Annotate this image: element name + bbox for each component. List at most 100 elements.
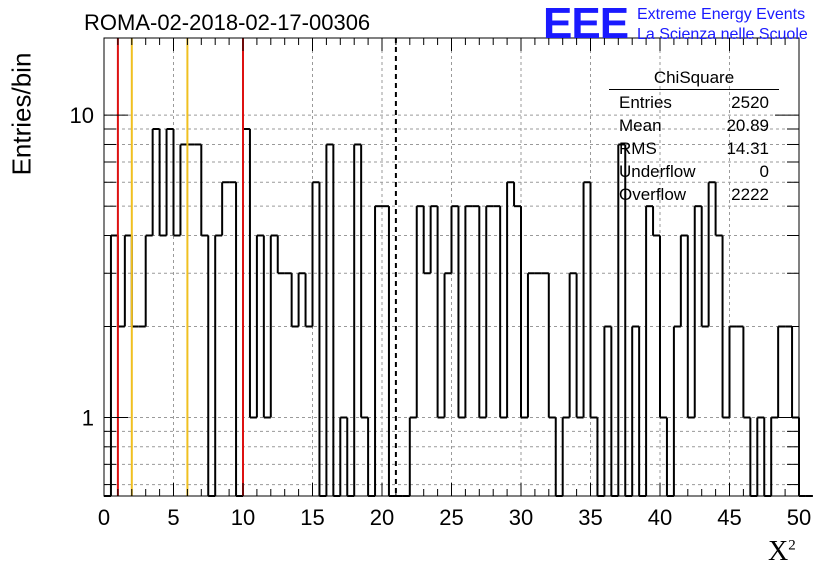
x-tick-label: 5	[167, 505, 179, 530]
y-tick-label: 1	[82, 406, 94, 431]
x-axis-label-sup: 2	[788, 537, 796, 554]
histogram-bar	[791, 326, 799, 419]
histogram-bar	[526, 272, 535, 418]
histogram-bar	[631, 325, 640, 496]
histogram-bar	[318, 182, 327, 497]
histogram-bar	[450, 205, 459, 274]
histogram-bar	[756, 416, 765, 496]
x-axis-label: X2	[768, 536, 796, 568]
histogram-bar	[478, 206, 487, 419]
histogram-bar	[610, 326, 619, 497]
x-tick-label: 40	[648, 505, 672, 530]
stats-box: ChiSquare Entries 2520 Mean 20.89 RMS 14…	[609, 68, 779, 206]
histogram-bar	[464, 205, 473, 418]
histogram-bar	[645, 205, 654, 496]
histogram-bar	[311, 181, 320, 327]
stats-label: Entries	[619, 93, 672, 112]
x-tick-label: 50	[787, 505, 811, 530]
logo-line-2: La Scienza nelle Scuole	[637, 26, 808, 43]
stats-row-overflow: Overflow 2222	[609, 183, 779, 206]
axis-ticks: 0 5 10 15 20 25 30 35 40 45 50 1 10	[70, 38, 811, 530]
histogram-bar	[269, 234, 278, 418]
chart-title: ROMA-02-2018-02-17-00306	[84, 10, 371, 35]
histogram-bar	[700, 206, 709, 328]
y-axis-label: Entries/bin	[6, 52, 37, 176]
histogram-bar	[443, 272, 452, 418]
logo-mark: EEE	[543, 0, 629, 48]
stats-value: 2520	[731, 93, 769, 112]
histogram-bar	[248, 129, 257, 419]
histogram-bar	[617, 143, 626, 496]
histogram-bar	[179, 143, 188, 236]
histogram-bar	[415, 205, 424, 418]
histogram-bar	[561, 416, 570, 496]
histogram-bar	[422, 206, 431, 275]
histogram-bar	[679, 234, 688, 327]
histogram-bar	[339, 416, 348, 496]
histogram-bar	[332, 144, 341, 497]
stats-value: 20.89	[726, 116, 769, 135]
stats-label: Overflow	[619, 185, 687, 204]
histogram-bar	[499, 206, 508, 419]
histogram-bar	[742, 326, 751, 419]
histogram-bar	[436, 206, 445, 419]
histogram-bar	[262, 235, 271, 419]
histogram-bar	[589, 182, 598, 419]
histogram-bar	[707, 181, 716, 327]
histogram-bar	[575, 273, 584, 419]
logo-line-1: Extreme Energy Events	[637, 6, 806, 23]
histogram-bar	[325, 143, 334, 496]
histogram-bar	[728, 325, 737, 418]
histogram-bar	[721, 235, 730, 419]
histogram-bar	[242, 128, 250, 496]
histogram-bar	[214, 234, 223, 496]
histogram-bar	[777, 325, 786, 418]
stats-label: RMS	[619, 139, 657, 158]
histogram-bar	[276, 235, 285, 275]
histogram-bar	[513, 182, 521, 208]
histogram-bar	[290, 273, 299, 328]
stats-value: 14.31	[726, 139, 769, 158]
histogram-bar	[408, 416, 417, 496]
histogram-bar	[207, 235, 216, 497]
y-tick-label: 10	[70, 103, 94, 128]
stats-label: Underflow	[619, 162, 696, 181]
histogram-bar	[130, 235, 139, 328]
stats-value: 2222	[731, 185, 769, 204]
histogram-bar	[297, 272, 306, 327]
histogram-bar	[387, 206, 396, 497]
histogram-bar	[638, 326, 647, 497]
histogram-bar	[547, 273, 556, 419]
histogram-bar	[304, 273, 313, 328]
histogram-bar	[151, 128, 160, 236]
stats-row-entries: Entries 2520	[609, 91, 779, 114]
histogram-bar	[109, 234, 118, 496]
histogram-bar	[172, 129, 181, 237]
histogram-bar	[485, 205, 494, 418]
stats-row-underflow: Underflow 0	[609, 160, 779, 183]
x-tick-label: 10	[231, 505, 255, 530]
x-tick-label: 15	[300, 505, 324, 530]
histogram-bar	[798, 417, 806, 497]
stats-title: ChiSquare	[609, 68, 779, 90]
histogram-bar	[116, 235, 125, 328]
histogram-bar	[520, 206, 528, 419]
histogram-bar	[506, 181, 515, 418]
x-axis-label-text: X	[768, 536, 789, 567]
histogram-bar	[693, 205, 702, 418]
histogram-bar	[360, 144, 369, 419]
histogram-bar	[374, 205, 382, 496]
histogram-bar	[200, 144, 209, 237]
histogram-bar	[582, 181, 591, 418]
histogram-bar	[652, 206, 660, 237]
stats-label: Mean	[619, 116, 662, 135]
histogram-bar	[123, 234, 132, 327]
histogram-bar	[659, 235, 667, 419]
histogram-bar	[457, 206, 466, 419]
x-tick-label: 20	[370, 505, 394, 530]
histogram-bar	[255, 234, 264, 418]
x-tick-label: 45	[717, 505, 741, 530]
stats-row-mean: Mean 20.89	[609, 114, 779, 137]
stats-value: 0	[759, 162, 769, 181]
x-tick-label: 0	[98, 505, 110, 530]
